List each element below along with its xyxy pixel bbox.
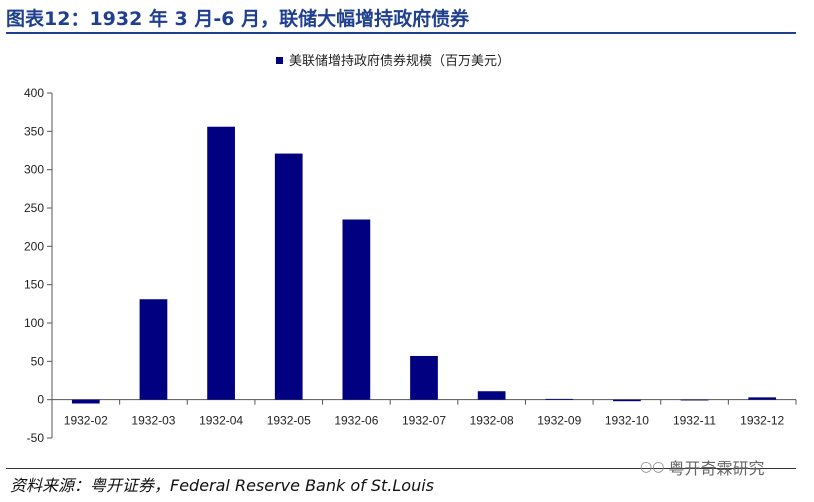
- bar-1932-09: [545, 398, 574, 400]
- bar-1932-04: [207, 126, 235, 400]
- bar-1932-11: [680, 399, 709, 401]
- y-tick-label: 150: [24, 278, 44, 292]
- bar-1932-02: [71, 399, 100, 404]
- bar-1932-12: [748, 397, 777, 400]
- y-tick-label: 0: [37, 393, 44, 407]
- bar-1932-08: [477, 391, 506, 400]
- x-tick-label: 1932-06: [334, 414, 378, 428]
- chart-title: 图表12：1932 年 3 月-6 月，联储大幅增持政府债券: [6, 8, 470, 30]
- legend-label: 美联储增持政府债券规模（百万美元）: [289, 53, 510, 69]
- legend-swatch: [276, 57, 283, 64]
- source-divider: [6, 468, 796, 469]
- x-tick-label: 1932-04: [199, 414, 243, 428]
- bar-1932-10: [613, 399, 641, 402]
- x-tick-label: 1932-09: [537, 414, 581, 428]
- x-tick-labels: 1932-02 1932-03 1932-04 1932-05 1932-06 1932-…: [64, 414, 785, 428]
- x-tick-label: 1932-12: [740, 414, 784, 428]
- wechat-icon: ○○: [640, 459, 665, 475]
- bar-chart: 美联储增持政府债券规模（百万美元） -50 0 50 100 150 200 250 300 3…: [24, 53, 797, 445]
- x-tick-label: 1932-05: [267, 414, 311, 428]
- y-tick-label: -50: [27, 431, 45, 445]
- x-tick-label: 1932-11: [673, 414, 716, 428]
- y-tick-label: 100: [24, 316, 44, 330]
- y-tick-label: 200: [24, 239, 44, 253]
- y-ticks: -50 0 50 100 150 200 250 300 350 400: [24, 86, 797, 445]
- bar-1932-03: [139, 299, 168, 400]
- x-tick-label: 1932-08: [470, 414, 514, 428]
- source-note: 资料来源：粤开证券，Federal Reserve Bank of St.Lou…: [10, 476, 435, 495]
- x-tick-label: 1932-03: [131, 414, 175, 428]
- bars: [71, 126, 777, 404]
- x-tick-label: 1932-02: [64, 414, 108, 428]
- y-tick-label: 50: [31, 354, 45, 368]
- y-tick-label: 250: [24, 201, 44, 215]
- bar-1932-06: [342, 219, 371, 400]
- y-tick-label: 350: [24, 124, 44, 138]
- legend: 美联储增持政府债券规模（百万美元）: [276, 53, 510, 69]
- y-tick-label: 300: [24, 163, 44, 177]
- x-tick-label: 1932-07: [402, 414, 446, 428]
- watermark: ○○ 粤开奇霖研究: [640, 455, 764, 479]
- watermark-text: 粤开奇霖研究: [668, 459, 765, 478]
- x-tick-label: 1932-10: [605, 414, 649, 428]
- bar-1932-07: [410, 355, 438, 400]
- y-tick-label: 400: [24, 86, 44, 100]
- bar-1932-05: [274, 153, 303, 400]
- title-divider: [6, 32, 796, 34]
